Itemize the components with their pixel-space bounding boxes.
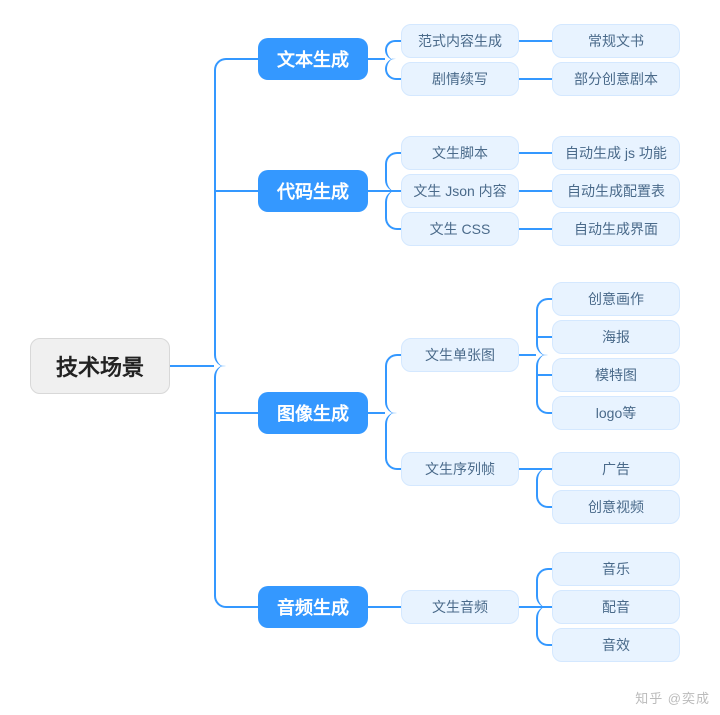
leaf-node: logo等: [552, 396, 680, 430]
category-node: 音频生成: [258, 586, 368, 628]
subnode: 文生 Json 内容: [401, 174, 519, 208]
leaf-node: 创意画作: [552, 282, 680, 316]
subnode: 文生单张图: [401, 338, 519, 372]
subnode: 文生 CSS: [401, 212, 519, 246]
root-node: 技术场景: [30, 338, 170, 394]
subnode: 剧情续写: [401, 62, 519, 96]
category-node: 代码生成: [258, 170, 368, 212]
leaf-node: 音乐: [552, 552, 680, 586]
subnode: 文生序列帧: [401, 452, 519, 486]
leaf-node: 海报: [552, 320, 680, 354]
leaf-node: 音效: [552, 628, 680, 662]
subnode: 文生脚本: [401, 136, 519, 170]
category-node: 文本生成: [258, 38, 368, 80]
leaf-node: 自动生成 js 功能: [552, 136, 680, 170]
leaf-node: 自动生成配置表: [552, 174, 680, 208]
leaf-node: 广告: [552, 452, 680, 486]
leaf-node: 部分创意剧本: [552, 62, 680, 96]
leaf-node: 自动生成界面: [552, 212, 680, 246]
leaf-node: 常规文书: [552, 24, 680, 58]
subnode: 文生音频: [401, 590, 519, 624]
category-node: 图像生成: [258, 392, 368, 434]
leaf-node: 配音: [552, 590, 680, 624]
attribution-text: 知乎 @奕成: [635, 688, 710, 707]
subnode: 范式内容生成: [401, 24, 519, 58]
leaf-node: 创意视频: [552, 490, 680, 524]
leaf-node: 模特图: [552, 358, 680, 392]
